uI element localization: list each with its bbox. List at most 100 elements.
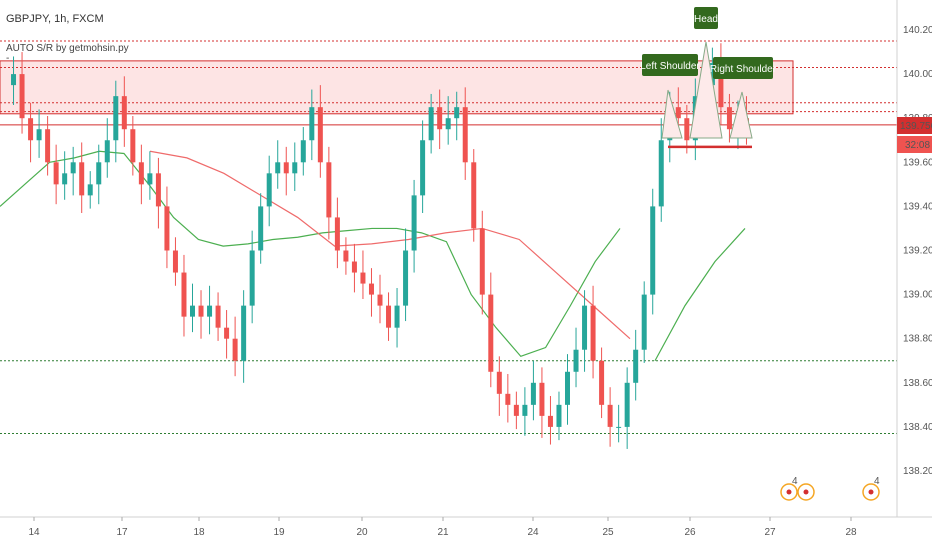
candle-body[interactable]: [607, 404, 613, 427]
candle-body[interactable]: [155, 173, 161, 207]
candle-body[interactable]: [479, 228, 485, 295]
candle-body[interactable]: [249, 250, 255, 306]
candle-body[interactable]: [11, 74, 17, 86]
candle-body[interactable]: [539, 382, 545, 416]
candle-body[interactable]: [726, 107, 732, 130]
left-shoulder-label: Left Shoulder: [640, 61, 700, 72]
candle-body[interactable]: [130, 129, 136, 163]
candle-body[interactable]: [505, 393, 511, 405]
candle-body[interactable]: [641, 294, 647, 350]
candle-body[interactable]: [164, 206, 170, 251]
candle-body[interactable]: [292, 162, 298, 174]
candle-body[interactable]: [590, 305, 596, 361]
candle-body[interactable]: [334, 217, 340, 251]
y-tick-label: 139.600: [903, 157, 932, 168]
candle-body[interactable]: [172, 250, 178, 273]
candle-body[interactable]: [394, 305, 400, 328]
indicator-title[interactable]: AUTO S/R by getmohsin.py: [6, 43, 129, 54]
event-count: 4: [792, 476, 798, 487]
candle-body[interactable]: [454, 107, 460, 119]
candle-body[interactable]: [547, 415, 553, 427]
candle-body[interactable]: [62, 173, 68, 185]
candle-body[interactable]: [113, 96, 119, 141]
candle-body[interactable]: [386, 305, 392, 328]
candle-body[interactable]: [377, 294, 383, 306]
candle-body[interactable]: [343, 250, 349, 262]
candle-body[interactable]: [488, 294, 494, 372]
candle-body[interactable]: [190, 305, 195, 317]
candle-body[interactable]: [266, 173, 272, 207]
flag-circle-icon-dot: [786, 489, 792, 495]
candle-body[interactable]: [70, 162, 76, 174]
candle-body[interactable]: [181, 272, 187, 317]
candle-body[interactable]: [215, 305, 221, 328]
right-shoulder-label-box: [713, 57, 773, 79]
candle-body[interactable]: [684, 118, 690, 141]
candle-body[interactable]: [565, 371, 570, 405]
candle-body[interactable]: [420, 140, 426, 196]
moving-average-line: [654, 228, 746, 362]
candle-body[interactable]: [309, 107, 315, 141]
candle-body[interactable]: [616, 426, 622, 428]
candle-body[interactable]: [28, 118, 34, 141]
candle-body[interactable]: [53, 162, 59, 185]
candle-body[interactable]: [624, 382, 630, 427]
head-label: Head: [694, 14, 718, 25]
moving-average-line: [149, 150, 631, 340]
candle-body[interactable]: [582, 305, 588, 350]
candle-body[interactable]: [147, 173, 153, 185]
candle-body[interactable]: [121, 96, 127, 130]
candle-body[interactable]: [36, 129, 42, 141]
candle-body[interactable]: [232, 338, 238, 361]
x-tick-label: 21: [437, 527, 449, 538]
candle-body[interactable]: [403, 250, 409, 306]
candle-body[interactable]: [437, 107, 443, 130]
candle-body[interactable]: [709, 63, 715, 86]
candle-body[interactable]: [224, 327, 230, 339]
candle-body[interactable]: [445, 118, 451, 130]
candle-body[interactable]: [198, 305, 204, 317]
candle-body[interactable]: [360, 272, 366, 284]
candle-body[interactable]: [258, 206, 264, 251]
candle-body[interactable]: [104, 140, 110, 163]
candle-body[interactable]: [658, 140, 664, 207]
candle-body[interactable]: [300, 140, 306, 163]
candle-body[interactable]: [650, 206, 656, 295]
candle-body[interactable]: [275, 162, 281, 174]
candle-body[interactable]: [138, 162, 144, 185]
candle-body[interactable]: [471, 162, 477, 229]
candle-body[interactable]: [87, 184, 93, 196]
candle-body[interactable]: [207, 305, 213, 317]
candle-body[interactable]: [718, 63, 724, 108]
candle-body[interactable]: [411, 195, 417, 251]
candle-body[interactable]: [530, 382, 536, 405]
candle-body[interactable]: [599, 360, 605, 405]
candle-body[interactable]: [19, 74, 25, 119]
candle-body[interactable]: [513, 404, 519, 416]
candle-body[interactable]: [556, 404, 562, 427]
x-tick-label: 26: [684, 527, 696, 538]
candle-body[interactable]: [633, 349, 639, 383]
x-tick-label: 14: [28, 527, 40, 538]
candle-body[interactable]: [522, 404, 528, 416]
candle-body[interactable]: [326, 162, 332, 218]
dot-circle-icon-dot: [803, 489, 809, 495]
candle-body[interactable]: [368, 283, 374, 295]
candle-body[interactable]: [462, 107, 468, 163]
candle-body[interactable]: [317, 107, 323, 163]
candle-body[interactable]: [79, 162, 85, 196]
candle-body[interactable]: [573, 349, 579, 372]
candle-body[interactable]: [496, 371, 502, 394]
symbol-title: GBPJPY, 1h, FXCM: [6, 13, 104, 25]
candle-body[interactable]: [283, 162, 289, 174]
price-badge: 139.756: [900, 121, 932, 132]
moving-average-line: [0, 150, 621, 358]
candle-body[interactable]: [428, 107, 434, 141]
candle-body[interactable]: [351, 261, 357, 273]
candle-body[interactable]: [241, 305, 247, 361]
candle-body[interactable]: [96, 162, 102, 185]
candle-body[interactable]: [45, 129, 51, 163]
candle-body[interactable]: [675, 107, 681, 119]
